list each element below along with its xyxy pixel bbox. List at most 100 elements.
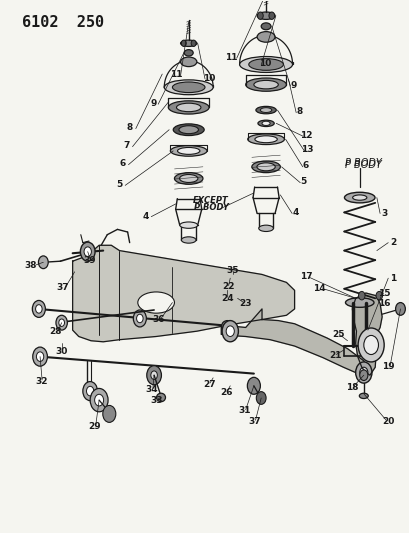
- Circle shape: [222, 320, 238, 342]
- Polygon shape: [352, 293, 381, 375]
- Text: 4: 4: [142, 212, 149, 221]
- Text: 19: 19: [381, 362, 393, 370]
- Ellipse shape: [221, 320, 233, 331]
- Circle shape: [58, 319, 64, 326]
- Text: 15: 15: [377, 288, 389, 297]
- Ellipse shape: [344, 192, 374, 203]
- Ellipse shape: [176, 103, 200, 112]
- Ellipse shape: [172, 82, 204, 93]
- Ellipse shape: [255, 107, 276, 114]
- Text: 27: 27: [202, 379, 215, 389]
- Text: 31: 31: [238, 406, 251, 415]
- Text: 25: 25: [332, 330, 344, 339]
- Text: 4: 4: [292, 208, 298, 217]
- Circle shape: [268, 12, 274, 19]
- Text: 17: 17: [299, 271, 312, 280]
- Ellipse shape: [239, 56, 292, 72]
- Text: 28: 28: [49, 327, 61, 336]
- Circle shape: [33, 347, 47, 366]
- Ellipse shape: [257, 120, 274, 126]
- Ellipse shape: [184, 50, 193, 56]
- Ellipse shape: [345, 298, 373, 308]
- Ellipse shape: [156, 393, 165, 402]
- Ellipse shape: [170, 146, 207, 156]
- Text: 9: 9: [290, 80, 296, 90]
- Circle shape: [359, 370, 367, 381]
- Ellipse shape: [253, 80, 278, 89]
- Circle shape: [256, 392, 265, 405]
- Ellipse shape: [180, 40, 196, 46]
- Ellipse shape: [352, 195, 366, 200]
- Text: 22: 22: [222, 282, 234, 291]
- Circle shape: [226, 326, 234, 336]
- Text: 9: 9: [151, 99, 157, 108]
- Circle shape: [247, 377, 260, 394]
- Circle shape: [38, 256, 48, 269]
- Circle shape: [191, 40, 196, 46]
- Text: 33: 33: [151, 395, 163, 405]
- Text: 7: 7: [124, 141, 130, 150]
- Circle shape: [146, 366, 161, 385]
- Text: 11: 11: [225, 53, 237, 62]
- Text: 26: 26: [219, 388, 232, 397]
- Text: 29: 29: [88, 422, 101, 431]
- Ellipse shape: [251, 161, 280, 173]
- Ellipse shape: [261, 23, 270, 30]
- Circle shape: [357, 292, 364, 300]
- Ellipse shape: [256, 163, 274, 171]
- Ellipse shape: [181, 237, 196, 243]
- Ellipse shape: [256, 31, 274, 42]
- Text: 24: 24: [221, 294, 234, 303]
- Circle shape: [395, 303, 405, 316]
- Text: 16: 16: [377, 299, 389, 308]
- Text: 11: 11: [170, 70, 182, 79]
- Ellipse shape: [173, 124, 204, 135]
- Text: 20: 20: [381, 417, 393, 426]
- Text: 37: 37: [248, 417, 261, 426]
- Text: 39: 39: [84, 256, 96, 265]
- Text: 34: 34: [145, 385, 158, 394]
- Circle shape: [133, 310, 146, 327]
- Text: 1: 1: [389, 273, 395, 282]
- Text: 6: 6: [302, 161, 308, 170]
- Text: 30: 30: [55, 347, 67, 356]
- Polygon shape: [221, 309, 367, 375]
- Text: 35: 35: [226, 266, 238, 275]
- Ellipse shape: [256, 12, 274, 19]
- Ellipse shape: [358, 393, 367, 399]
- Text: P BODY: P BODY: [345, 158, 382, 168]
- Circle shape: [90, 389, 108, 412]
- Circle shape: [363, 335, 378, 354]
- Text: 14: 14: [313, 284, 325, 293]
- Circle shape: [257, 12, 263, 19]
- Circle shape: [136, 314, 143, 322]
- Text: P BODY: P BODY: [345, 160, 382, 169]
- Ellipse shape: [178, 126, 198, 134]
- Circle shape: [103, 406, 115, 422]
- Text: 38: 38: [25, 261, 37, 270]
- Text: P BODY: P BODY: [193, 203, 228, 212]
- Circle shape: [375, 292, 382, 300]
- Ellipse shape: [137, 292, 174, 313]
- Ellipse shape: [179, 222, 197, 228]
- Text: 5: 5: [116, 180, 122, 189]
- Text: 5: 5: [300, 177, 306, 186]
- Ellipse shape: [248, 59, 283, 70]
- Circle shape: [32, 301, 45, 317]
- Circle shape: [355, 362, 371, 383]
- Text: 6102  250: 6102 250: [22, 14, 103, 30]
- Ellipse shape: [168, 101, 209, 114]
- Circle shape: [84, 247, 91, 256]
- Text: 13: 13: [301, 146, 313, 155]
- Text: 10: 10: [258, 60, 271, 68]
- Circle shape: [357, 328, 383, 362]
- Text: 8: 8: [126, 123, 133, 132]
- Circle shape: [86, 386, 94, 396]
- Ellipse shape: [180, 57, 196, 67]
- Ellipse shape: [247, 134, 284, 144]
- Text: EXCEPT: EXCEPT: [193, 196, 228, 205]
- Text: 21: 21: [328, 351, 341, 360]
- Circle shape: [151, 371, 157, 379]
- Ellipse shape: [174, 173, 202, 184]
- Circle shape: [359, 367, 367, 378]
